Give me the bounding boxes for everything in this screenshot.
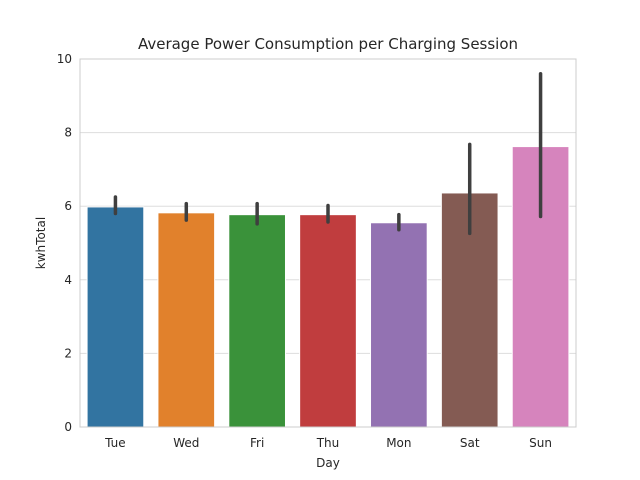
x-tick-label: Tue	[104, 436, 126, 450]
x-tick-label: Thu	[316, 436, 340, 450]
bar-tue	[86, 206, 145, 428]
error-bars	[113, 71, 543, 236]
bar-mon	[370, 222, 428, 428]
x-tick-label: Fri	[250, 436, 264, 450]
x-tick-label: Wed	[173, 436, 199, 450]
x-axis-label: Day	[316, 456, 340, 470]
x-ticks: Tue Wed Fri Thu Mon Sat Sun	[104, 436, 552, 450]
y-tick-label: 6	[64, 199, 72, 213]
bar-wed	[157, 212, 216, 428]
y-axis-label: kwhTotal	[34, 217, 48, 269]
y-tick-label: 2	[64, 346, 72, 360]
x-tick-label: Mon	[386, 436, 411, 450]
plot-frame	[79, 58, 577, 428]
bars	[86, 146, 570, 428]
x-tick-label: Sat	[460, 436, 480, 450]
x-tick-label: Sun	[529, 436, 552, 450]
y-ticks: 0 2 4 6 8 10	[57, 52, 72, 434]
y-tick-label: 4	[64, 273, 72, 287]
y-tick-label: 10	[57, 52, 72, 66]
y-tick-label: 0	[64, 420, 72, 434]
y-tick-label: 8	[64, 126, 72, 140]
bar-fri	[228, 214, 286, 428]
bar-thu	[299, 214, 357, 428]
chart-title: Average Power Consumption per Charging S…	[138, 35, 518, 53]
